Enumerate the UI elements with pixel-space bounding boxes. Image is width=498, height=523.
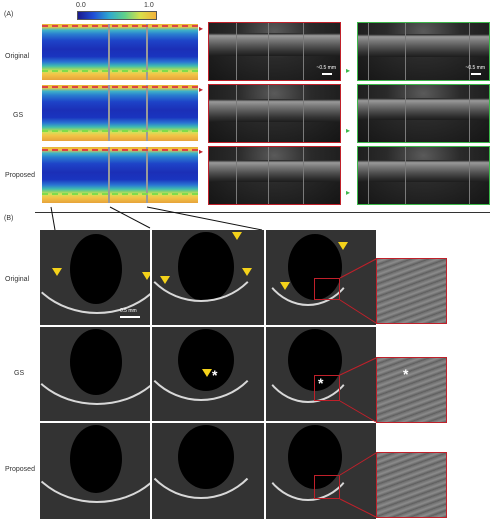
bscan-green-gs	[357, 84, 490, 143]
eye-original-3	[266, 230, 376, 325]
scale-label-green: ~0.5 mm	[465, 65, 485, 71]
section-b-label: (B)	[4, 215, 14, 222]
eye-gs-2: *	[152, 327, 264, 421]
eye-proposed-2	[152, 423, 264, 519]
row-b-gs: GS	[14, 370, 25, 377]
green-arrow-1: ▸	[346, 66, 351, 75]
eye-proposed-1	[40, 423, 150, 519]
bscan-red-proposed	[208, 146, 341, 205]
heatmap-gs	[42, 85, 198, 141]
colorbar-min-label: 0.0	[76, 2, 86, 9]
scale-bar-label: 0.5 mm	[120, 308, 137, 314]
red-arrow-2: ▸	[199, 85, 204, 94]
eye-gs-1	[40, 327, 150, 421]
green-arrow-2: ▸	[346, 126, 351, 135]
bscan-green-proposed	[357, 146, 490, 205]
section-a-label: (A)	[4, 11, 14, 18]
zoom-gs: *	[376, 357, 447, 423]
heatmap-proposed	[42, 147, 198, 203]
bscan-red-original: ~0.5 mm	[208, 22, 341, 81]
eye-gs-3: *	[266, 327, 376, 421]
bscan-green-original: ~0.5 mm	[357, 22, 490, 81]
asterisk-gs-3: *	[318, 375, 324, 391]
asterisk-gs-2: *	[212, 367, 218, 383]
colorbar	[77, 11, 157, 20]
pointer-lines	[50, 206, 263, 231]
row-b-proposed: Proposed	[5, 466, 35, 473]
row-a-original: Original	[5, 53, 30, 60]
zoom-proposed	[376, 452, 447, 518]
red-arrow-3: ▸	[199, 147, 204, 156]
row-a-gs: GS	[13, 112, 24, 119]
eye-original-1: 0.5 mm	[40, 230, 150, 325]
colorbar-max-label: 1.0	[144, 2, 154, 9]
zoom-original	[376, 258, 447, 324]
row-a-proposed: Proposed	[5, 172, 35, 179]
row-b-original: Original	[5, 276, 30, 283]
scale-label-red: ~0.5 mm	[316, 65, 336, 71]
section-divider	[35, 212, 490, 213]
asterisk-zoom-gs: *	[403, 366, 409, 382]
green-arrow-3: ▸	[346, 188, 351, 197]
red-arrow-1: ▸	[199, 24, 204, 33]
heatmap-original	[42, 24, 198, 80]
eye-proposed-3	[266, 423, 376, 519]
eye-original-2	[152, 230, 264, 325]
bscan-red-gs	[208, 84, 341, 143]
